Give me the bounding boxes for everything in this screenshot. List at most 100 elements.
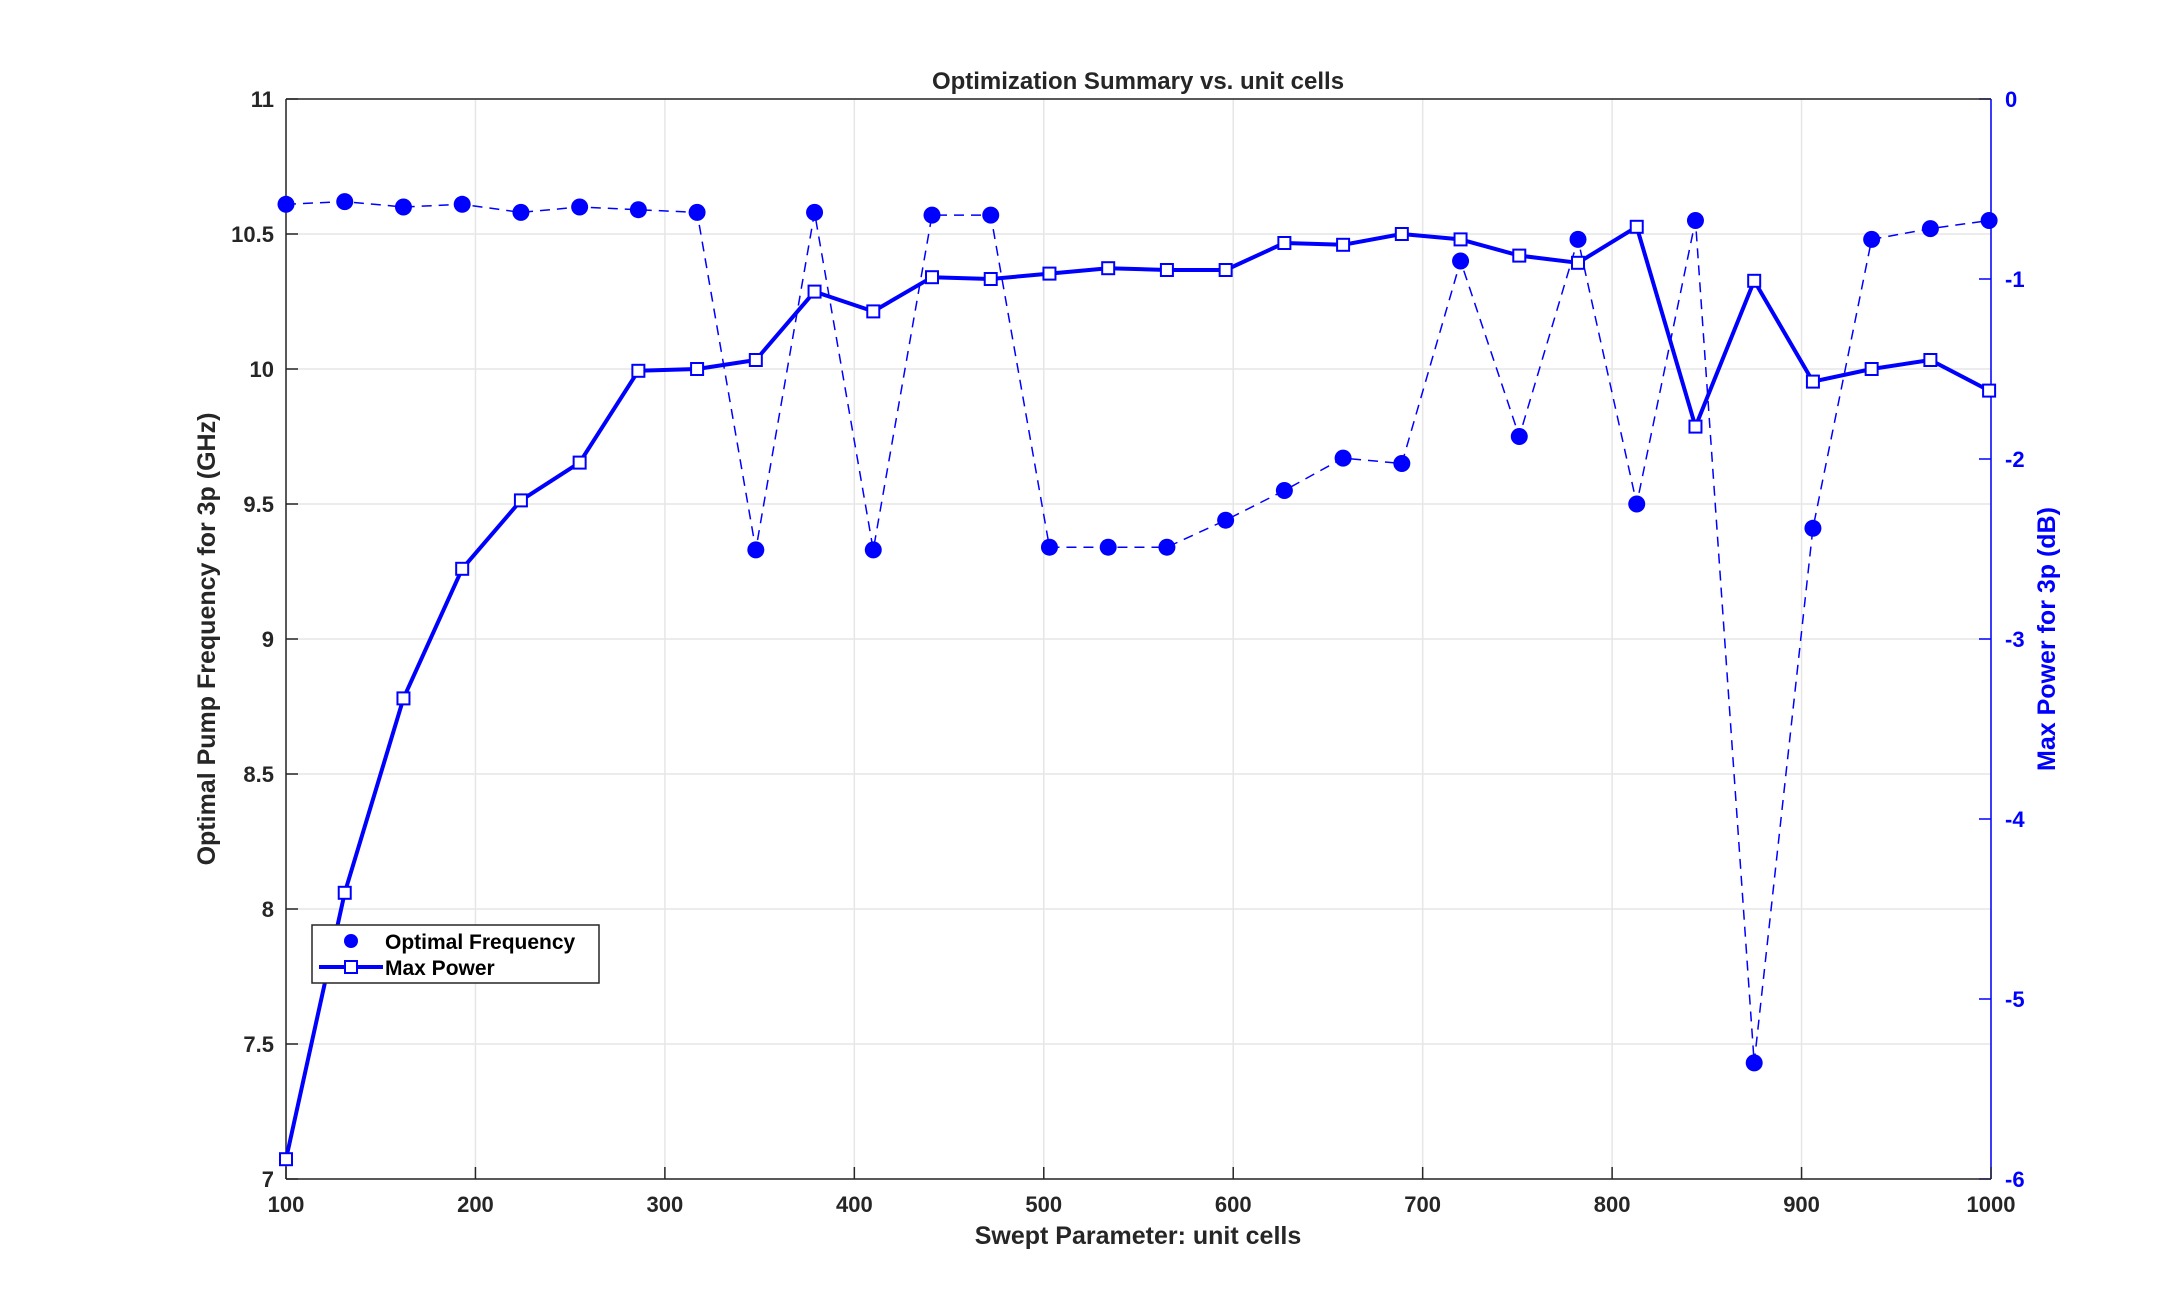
optimal-frequency-point (1158, 538, 1176, 556)
max-power-point (1394, 227, 1409, 241)
legend-label-max-power: Max Power (385, 957, 495, 980)
legend-marker-max-power (344, 960, 358, 974)
max-power-point (1923, 353, 1938, 367)
x-tick-label: 400 (836, 1192, 873, 1217)
legend: Optimal Frequency Max Power (311, 924, 600, 984)
optimal-frequency-point (747, 541, 765, 559)
optimal-frequency-point (982, 206, 1000, 224)
optimal-frequency-point (1804, 519, 1822, 537)
right-y-tick-label: -2 (2005, 447, 2025, 472)
x-tick-label: 100 (268, 1192, 305, 1217)
max-power-point (1218, 263, 1233, 277)
max-power-point (866, 304, 881, 319)
max-power-point (1336, 237, 1351, 252)
max-power-point (925, 270, 940, 285)
optimal-frequency-point (1863, 230, 1881, 248)
max-power-point (690, 362, 705, 376)
x-tick-label: 600 (1215, 1192, 1252, 1217)
optimal-frequency-point (1686, 212, 1704, 229)
max-power-line (284, 224, 1991, 1160)
max-power-point (748, 353, 763, 367)
optimal-frequency-point (1510, 428, 1528, 445)
max-power-point (279, 1152, 293, 1167)
max-power-point (572, 455, 587, 470)
optimal-frequency-point (512, 203, 530, 221)
max-power-point (1688, 419, 1703, 434)
max-power-point (396, 691, 411, 706)
x-axis-label: Swept Parameter: unit cells (975, 1222, 1302, 1250)
optimal-frequency-point (1040, 538, 1058, 556)
max-power-point (1101, 261, 1116, 276)
max-power-point (1864, 362, 1879, 376)
max-power-point (1571, 255, 1586, 270)
right-y-tick-label: 0 (2005, 87, 2017, 112)
optimal-frequency-point (1569, 230, 1587, 248)
left-y-tick-label: 8 (262, 897, 274, 922)
max-power-point (1159, 263, 1174, 277)
x-tick-label: 500 (1025, 1192, 1062, 1217)
max-power-point (807, 284, 822, 299)
optimal-frequency-point (864, 541, 882, 559)
optimal-frequency-point (453, 195, 471, 213)
left-y-tick-label: 9.5 (243, 492, 274, 517)
optimal-frequency-point (1275, 482, 1293, 499)
left-y-axis: 7 7.5 8 8.5 9 9.5 10 10.5 11 (231, 87, 298, 1192)
x-tick-label: 700 (1404, 1192, 1441, 1217)
left-y-tick-label: 10.5 (231, 222, 274, 247)
max-power-point (631, 363, 646, 378)
right-y-axis: -6 -5 -4 -3 -2 -1 0 (1979, 87, 2025, 1192)
left-y-tick-label: 10 (250, 357, 274, 382)
optimal-frequency-point (277, 195, 295, 213)
max-power-point (455, 561, 470, 576)
x-tick-label: 1000 (1967, 1192, 2016, 1217)
optimal-frequency-point (1334, 449, 1352, 467)
max-power-point (1747, 273, 1762, 288)
max-power-point (1982, 383, 1997, 398)
optimal-frequency-point (1217, 511, 1235, 529)
optimal-frequency-line (285, 200, 1990, 1063)
optimal-frequency-point (1452, 252, 1470, 270)
left-y-tick-label: 7 (262, 1167, 274, 1192)
right-y-tick-label: -1 (2005, 267, 2025, 292)
optimal-frequency-point (394, 198, 412, 216)
x-tick-label: 300 (647, 1192, 684, 1217)
right-y-tick-label: -3 (2005, 627, 2025, 652)
x-tick-label: 900 (1783, 1192, 1820, 1217)
legend-marker-optimal-frequency (344, 934, 358, 948)
x-tick-label: 800 (1594, 1192, 1631, 1217)
optimal-frequency-point (1099, 538, 1117, 556)
chart-title: Optimization Summary vs. unit cells (932, 68, 1344, 95)
right-y-tick-label: -6 (2005, 1167, 2025, 1192)
optimal-frequency-point (571, 198, 589, 216)
right-y-tick-label: -4 (2005, 807, 2025, 832)
optimal-frequency-point (806, 203, 824, 221)
right-y-axis-label: Max Power for 3p (dB) (2033, 507, 2061, 771)
optimal-frequency-point (1921, 220, 1939, 238)
x-tick-label: 200 (457, 1192, 494, 1217)
max-power-point (1453, 232, 1468, 247)
optimal-frequency-point (688, 203, 706, 221)
max-power-point (1277, 236, 1292, 250)
x-axis: 100 200 300 400 500 600 700 800 900 1000 (268, 98, 2016, 1217)
optimal-frequency-point (923, 206, 941, 224)
legend-box (311, 924, 600, 984)
max-power-point (513, 493, 528, 508)
max-power-point (1805, 374, 1820, 389)
optimal-frequency-point (1393, 455, 1411, 472)
max-power-point (1042, 266, 1057, 281)
max-power-point (1629, 219, 1644, 234)
left-y-tick-label: 11 (251, 87, 274, 112)
optimal-frequency-point (1980, 212, 1998, 229)
legend-label-optimal-frequency: Optimal Frequency (385, 931, 576, 954)
optimal-frequency-point (1628, 495, 1646, 513)
series-layer (277, 193, 1998, 1167)
max-power-point (337, 885, 352, 900)
optimal-frequency-point (1745, 1054, 1763, 1072)
left-y-tick-label: 8.5 (243, 762, 274, 787)
max-power-point (983, 272, 998, 286)
left-y-axis-label: Optimal Pump Frequency for 3p (GHz) (193, 413, 221, 866)
left-y-tick-label: 7.5 (243, 1032, 274, 1057)
left-y-tick-label: 9 (262, 627, 274, 652)
optimal-frequency-point (629, 201, 647, 219)
